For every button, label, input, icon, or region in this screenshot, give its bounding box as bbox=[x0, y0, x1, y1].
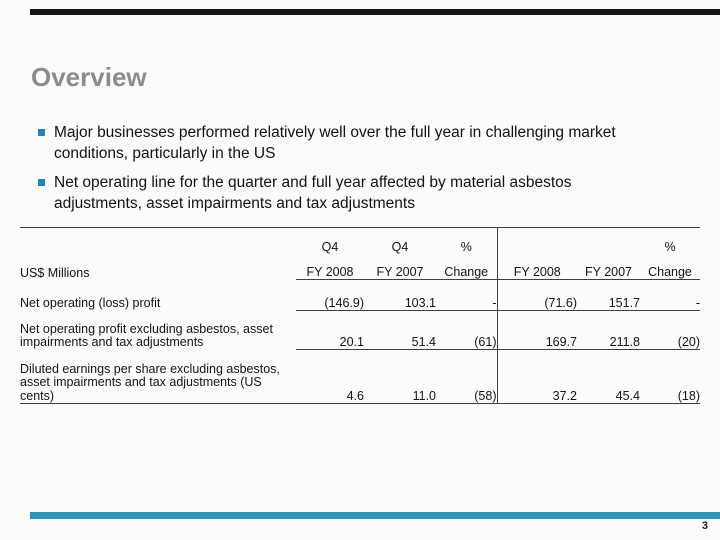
col-header: FY 2007 bbox=[364, 253, 436, 280]
value-cell: 103.1 bbox=[364, 279, 436, 311]
list-item: Net operating line for the quarter and f… bbox=[38, 172, 660, 214]
value-cell: - bbox=[436, 279, 497, 311]
table-row: Diluted earnings per share excluding asb… bbox=[20, 349, 700, 404]
financial-table-container: US$ Millions Q4 Q4 % % FY 2008 FY 2007 C… bbox=[20, 227, 700, 404]
col-header: Q4 bbox=[321, 239, 339, 254]
col-header: Change bbox=[640, 253, 700, 280]
col-header: FY 2008 bbox=[296, 253, 364, 280]
value-cell: 211.8 bbox=[577, 310, 640, 350]
bullet-square-icon bbox=[38, 179, 45, 186]
bullet-list: Major businesses performed relatively we… bbox=[38, 122, 660, 222]
value-cell: 20.1 bbox=[296, 310, 364, 350]
value-cell: 11.0 bbox=[412, 389, 436, 403]
value-cell: (58) bbox=[474, 389, 497, 403]
value-cell: 4.6 bbox=[346, 389, 364, 403]
bottom-accent-bar bbox=[30, 512, 720, 519]
bullet-text: Major businesses performed relatively we… bbox=[54, 124, 616, 162]
unit-label-cell: US$ Millions bbox=[20, 265, 90, 280]
bullet-square-icon bbox=[38, 129, 45, 136]
top-accent-bar bbox=[30, 9, 720, 15]
value-cell: 169.7 bbox=[496, 310, 577, 350]
financial-table: US$ Millions Q4 Q4 % % FY 2008 FY 2007 C… bbox=[20, 227, 700, 404]
value-cell: - bbox=[640, 279, 700, 311]
value-cell: 151.7 bbox=[577, 279, 640, 311]
value-cell: (146.9) bbox=[296, 279, 364, 311]
col-header: Q4 bbox=[391, 239, 409, 254]
value-cell: 37.2 bbox=[496, 349, 577, 404]
col-header: FY 2007 bbox=[577, 253, 640, 280]
page-title: Overview bbox=[31, 62, 147, 92]
table-row: Net operating profit excluding asbestos,… bbox=[20, 310, 700, 350]
col-header bbox=[577, 228, 640, 254]
table-header-row: FY 2008 FY 2007 Change FY 2008 FY 2007 C… bbox=[20, 253, 700, 280]
value-cell: (18) bbox=[677, 389, 700, 403]
table-header-row: US$ Millions Q4 Q4 % % bbox=[20, 227, 700, 280]
value-cell: (61) bbox=[436, 310, 497, 350]
row-label: Net operating profit excluding asbestos,… bbox=[20, 321, 273, 349]
row-label: Net operating (loss) profit bbox=[20, 296, 161, 310]
col-header bbox=[496, 227, 577, 254]
table-row: Net operating (loss) profit (146.9) 103.… bbox=[20, 279, 700, 311]
value-cell: (20) bbox=[640, 310, 700, 350]
col-header: % bbox=[664, 239, 676, 254]
value-cell: 51.4 bbox=[364, 310, 436, 350]
page-number: 3 bbox=[701, 520, 708, 532]
value-cell: 45.4 bbox=[615, 389, 640, 403]
col-header: Change bbox=[436, 253, 497, 280]
value-cell: (71.6) bbox=[496, 279, 577, 311]
bullet-text: Net operating line for the quarter and f… bbox=[54, 174, 572, 212]
list-item: Major businesses performed relatively we… bbox=[38, 122, 660, 164]
col-header: FY 2008 bbox=[496, 253, 577, 280]
col-header: % bbox=[460, 239, 472, 254]
row-label: Diluted earnings per share excluding asb… bbox=[20, 361, 280, 403]
